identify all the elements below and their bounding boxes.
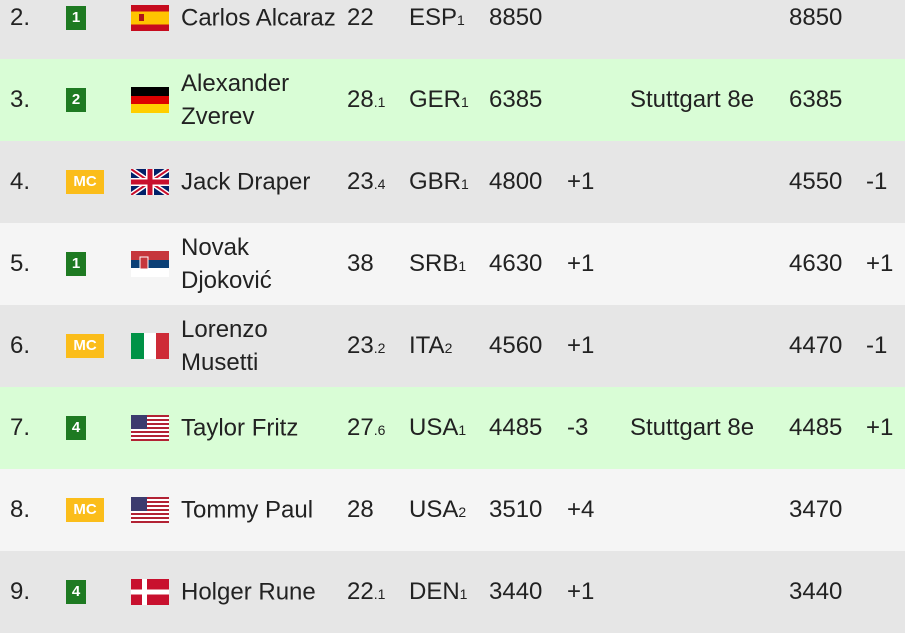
country: SRB1	[409, 250, 467, 277]
next-points: 4470	[789, 332, 843, 359]
table-row[interactable]: 6. MC Lorenzo Musetti 23.2 ITA2 4560 +1 …	[0, 305, 905, 387]
age: 22	[347, 4, 374, 31]
points: 4485	[489, 414, 543, 441]
player-name[interactable]: Carlos Alcaraz	[181, 4, 336, 32]
rank: 5.	[10, 250, 31, 277]
country: ESP1	[409, 4, 465, 31]
rank: 4.	[10, 168, 31, 195]
age: 22.1	[347, 578, 386, 605]
rank-change: -3	[567, 414, 589, 441]
result-badge: 4	[66, 416, 86, 440]
age: 23.4	[347, 168, 386, 195]
next-rank-change: +1	[866, 250, 894, 277]
next-points: 8850	[789, 4, 843, 31]
age: 28.1	[347, 86, 386, 113]
country: ITA2	[409, 332, 453, 359]
points: 3440	[489, 578, 543, 605]
flag-icon	[131, 415, 169, 441]
points: 6385	[489, 86, 543, 113]
rank-change: +1	[567, 578, 595, 605]
player-name[interactable]: Jack Draper	[181, 168, 311, 196]
country: GER1	[409, 86, 469, 113]
tournament: Stuttgart 8e	[630, 414, 755, 441]
player-name[interactable]: Taylor Fritz	[181, 414, 299, 442]
table-row[interactable]: 5. 1 Novak Djoković 38 SRB1 4630 +1 4630…	[0, 223, 905, 305]
result-badge: MC	[66, 334, 104, 358]
table-row[interactable]: 9. 4 Holger Rune 22.1 DEN1 3440 +1 3440	[0, 551, 905, 633]
next-points: 4630	[789, 250, 843, 277]
age: 38	[347, 250, 374, 277]
player-name[interactable]: Tommy Paul	[181, 496, 314, 524]
points: 4560	[489, 332, 543, 359]
points: 4630	[489, 250, 543, 277]
tournament: Stuttgart 8e	[630, 86, 755, 113]
rank: 8.	[10, 496, 31, 523]
flag-icon	[131, 497, 169, 523]
country: USA2	[409, 496, 467, 523]
flag-icon	[131, 333, 169, 359]
age: 23.2	[347, 332, 386, 359]
rank: 3.	[10, 86, 31, 113]
table-row[interactable]: 8. MC Tommy Paul 28 USA2 3510 +4 3470	[0, 469, 905, 551]
result-badge: 2	[66, 88, 86, 112]
table-row[interactable]: 2. 1 Carlos Alcaraz 22 ESP1 8850 8850	[0, 0, 905, 59]
points: 3510	[489, 496, 543, 523]
table-row[interactable]: 4. MC Jack Draper 23.4 GBR1 4800 +1 4550…	[0, 141, 905, 223]
result-badge: MC	[66, 498, 104, 522]
country: GBR1	[409, 168, 469, 195]
result-badge: 1	[66, 252, 86, 276]
flag-icon	[131, 169, 169, 195]
table-row[interactable]: 3. 2 Alexander Zverev 28.1 GER1 6385 Stu…	[0, 59, 905, 141]
player-name[interactable]: Novak Djoković	[181, 234, 272, 294]
player-name[interactable]: Holger Rune	[181, 578, 316, 606]
player-name[interactable]: Alexander Zverev	[181, 70, 290, 130]
next-rank-change: +1	[866, 414, 894, 441]
next-rank-change: -1	[866, 168, 888, 195]
next-points: 4550	[789, 168, 843, 195]
flag-icon	[131, 87, 169, 113]
rank: 6.	[10, 332, 31, 359]
table-row[interactable]: 7. 4 Taylor Fritz 27.6 USA1 4485 -3 Stut…	[0, 387, 905, 469]
result-badge: 1	[66, 6, 86, 30]
age: 27.6	[347, 414, 386, 441]
next-points: 4485	[789, 414, 843, 441]
flag-icon	[131, 5, 169, 31]
rank: 2.	[10, 4, 31, 31]
age: 28	[347, 496, 374, 523]
next-points: 6385	[789, 86, 843, 113]
flag-icon	[131, 579, 169, 605]
next-rank-change: -1	[866, 332, 888, 359]
result-badge: 4	[66, 580, 86, 604]
country: DEN1	[409, 578, 468, 605]
rank-change: +4	[567, 496, 595, 523]
result-badge: MC	[66, 170, 104, 194]
country: USA1	[409, 414, 467, 441]
next-points: 3470	[789, 496, 843, 523]
points: 4800	[489, 168, 543, 195]
rank-change: +1	[567, 250, 595, 277]
rank: 7.	[10, 414, 31, 441]
player-name[interactable]: Lorenzo Musetti	[181, 316, 268, 376]
rank: 9.	[10, 578, 31, 605]
rank-change: +1	[567, 168, 595, 195]
flag-icon	[131, 251, 169, 277]
rank-change: +1	[567, 332, 595, 359]
next-points: 3440	[789, 578, 843, 605]
points: 8850	[489, 4, 543, 31]
